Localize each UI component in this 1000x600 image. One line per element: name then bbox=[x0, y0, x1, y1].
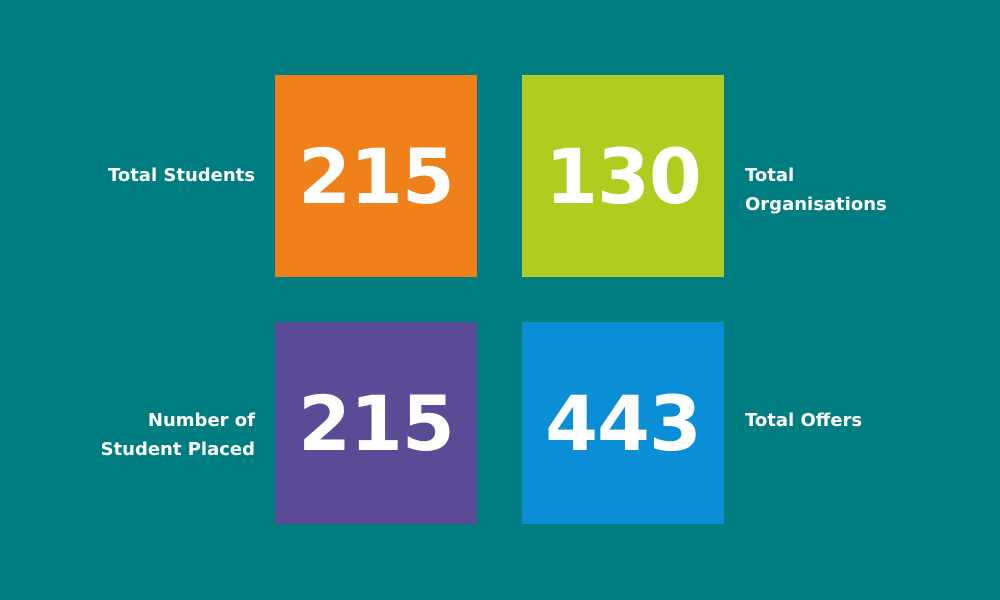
total-students-label: Total Students bbox=[108, 161, 255, 190]
students-placed-label: Number of Student Placed bbox=[101, 406, 255, 464]
total-organisations-value: 130 bbox=[545, 131, 702, 221]
label-line: Number of bbox=[147, 410, 255, 431]
total-offers-value: 443 bbox=[545, 378, 702, 468]
label-line: Total Offers bbox=[745, 410, 863, 431]
label-line: Organisations bbox=[745, 194, 887, 215]
label-line: Total Students bbox=[107, 165, 255, 186]
label-line: Total bbox=[745, 165, 795, 186]
total-students-value: 215 bbox=[298, 131, 455, 221]
total-organisations-tile: 130 bbox=[522, 75, 724, 277]
total-offers-label: Total Offers bbox=[745, 406, 862, 435]
students-placed-tile: 215 bbox=[275, 322, 477, 524]
students-placed-value: 215 bbox=[298, 378, 455, 468]
total-offers-tile: 443 bbox=[522, 322, 724, 524]
total-students-tile: 215 bbox=[275, 75, 477, 277]
label-line: Student Placed bbox=[100, 439, 255, 460]
total-organisations-label: Total Organisations bbox=[745, 161, 887, 219]
